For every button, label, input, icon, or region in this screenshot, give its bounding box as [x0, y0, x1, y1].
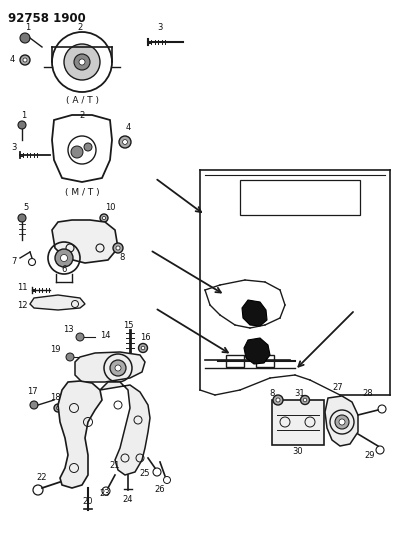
Circle shape [303, 398, 307, 402]
Text: 7: 7 [11, 257, 17, 266]
Circle shape [18, 214, 26, 222]
Circle shape [20, 33, 30, 43]
Text: 12: 12 [17, 301, 27, 310]
Polygon shape [30, 295, 85, 310]
Circle shape [76, 333, 84, 341]
Circle shape [115, 365, 121, 371]
Circle shape [113, 243, 123, 253]
Text: 31: 31 [295, 390, 305, 399]
Circle shape [123, 140, 127, 144]
Circle shape [66, 353, 74, 361]
Text: 1: 1 [25, 23, 31, 33]
Circle shape [64, 44, 100, 80]
Polygon shape [52, 220, 118, 263]
Bar [256, 355, 274, 367]
Text: 10: 10 [105, 203, 115, 212]
Text: 28: 28 [363, 389, 373, 398]
Polygon shape [100, 382, 150, 475]
Text: 3: 3 [11, 143, 17, 152]
Text: 5: 5 [23, 203, 29, 212]
Circle shape [60, 254, 67, 262]
Polygon shape [244, 338, 270, 364]
Circle shape [56, 406, 60, 409]
Text: ( A / T ): ( A / T ) [66, 95, 98, 104]
Text: 6: 6 [61, 265, 67, 274]
Circle shape [84, 143, 92, 151]
Circle shape [276, 398, 280, 402]
Circle shape [74, 54, 90, 70]
Text: 27: 27 [333, 384, 343, 392]
Circle shape [301, 395, 310, 405]
Text: 23: 23 [100, 489, 110, 497]
Text: 22: 22 [37, 472, 47, 481]
Bar [272, 400, 324, 445]
Text: 25: 25 [140, 470, 150, 479]
Bar [226, 355, 244, 367]
Text: 2: 2 [77, 23, 83, 33]
Circle shape [55, 249, 73, 267]
Circle shape [20, 55, 30, 65]
Circle shape [116, 246, 120, 250]
Text: 24: 24 [123, 495, 133, 504]
Circle shape [339, 419, 345, 425]
Text: 14: 14 [100, 330, 110, 340]
Text: 16: 16 [140, 334, 150, 343]
Text: 2: 2 [79, 110, 85, 119]
Text: 11: 11 [17, 284, 27, 293]
Text: 29: 29 [365, 450, 375, 459]
Text: ( M / T ): ( M / T ) [65, 188, 99, 197]
Circle shape [110, 360, 126, 376]
Text: 30: 30 [293, 448, 303, 456]
Text: 8: 8 [269, 390, 275, 399]
Circle shape [23, 58, 27, 62]
Text: 13: 13 [63, 326, 73, 335]
Circle shape [102, 216, 106, 220]
Circle shape [30, 401, 38, 409]
Circle shape [141, 346, 145, 350]
Circle shape [71, 146, 83, 158]
Text: 18: 18 [50, 393, 60, 402]
Circle shape [18, 121, 26, 129]
Text: 26: 26 [155, 486, 165, 495]
Circle shape [273, 395, 283, 405]
Polygon shape [242, 300, 267, 326]
Text: 4: 4 [125, 124, 131, 133]
Text: 19: 19 [50, 345, 60, 354]
Polygon shape [58, 381, 102, 488]
Circle shape [100, 214, 108, 222]
Text: 21: 21 [110, 461, 120, 470]
Text: 20: 20 [83, 497, 93, 506]
Circle shape [335, 415, 349, 429]
Polygon shape [325, 396, 358, 446]
Text: 15: 15 [123, 320, 133, 329]
Text: 4: 4 [10, 55, 15, 64]
Polygon shape [75, 352, 145, 382]
Text: 1: 1 [21, 110, 27, 119]
Text: 3: 3 [157, 23, 163, 33]
Circle shape [139, 343, 148, 352]
Circle shape [79, 59, 85, 65]
Bar [240, 180, 360, 215]
Circle shape [54, 404, 62, 412]
Circle shape [119, 136, 131, 148]
Text: 17: 17 [27, 387, 37, 397]
Text: 92758 1900: 92758 1900 [8, 12, 86, 25]
Text: 8: 8 [119, 253, 125, 262]
